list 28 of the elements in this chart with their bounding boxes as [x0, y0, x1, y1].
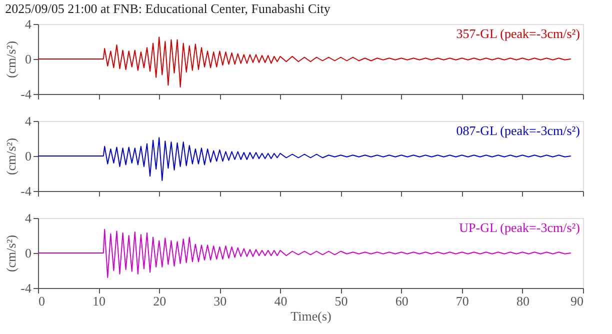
y-tick-label: -4 — [20, 184, 32, 198]
y-tick-label: 0 — [25, 246, 32, 260]
x-tick-label: 80 — [516, 294, 530, 308]
annotation: UP-GL (peak=-3cm/s²) — [459, 220, 580, 235]
y-axis-title: (cm/s²) — [4, 138, 19, 176]
line-series — [38, 137, 572, 181]
x-tick-label: 90 — [570, 294, 584, 308]
y-tick-label: 4 — [25, 114, 32, 128]
y-tick-label: 4 — [25, 210, 32, 226]
annotation: 087-GL (peak=-3cm/s²) — [456, 123, 580, 138]
x-tick-label: 60 — [395, 294, 408, 308]
x-tick-label: 40 — [274, 294, 288, 308]
x-tick-label: 30 — [214, 294, 227, 308]
x-tick-label: 70 — [456, 294, 469, 308]
x-tick-label: 10 — [92, 294, 106, 308]
y-tick-label: -4 — [20, 86, 32, 102]
y-axis-title: (cm/s²) — [4, 40, 19, 78]
x-tick-label: 0 — [38, 294, 45, 308]
y-tick-label: 0 — [25, 52, 32, 66]
annotation: 357-GL (peak=-3cm/s²) — [456, 26, 580, 41]
y-tick-label: 0 — [25, 148, 32, 164]
x-tick-label: 50 — [334, 294, 348, 308]
y-tick-label: 4 — [25, 16, 32, 32]
x-axis-title: Time(s) — [290, 308, 332, 324]
x-tick-label: 20 — [153, 294, 166, 308]
chart-title: 2025/09/05 21:00 at FNB: Educational Center, Funabashi City — [5, 1, 331, 16]
y-axis-title: (cm/s²) — [4, 234, 19, 272]
y-tick-label: -4 — [20, 280, 32, 296]
